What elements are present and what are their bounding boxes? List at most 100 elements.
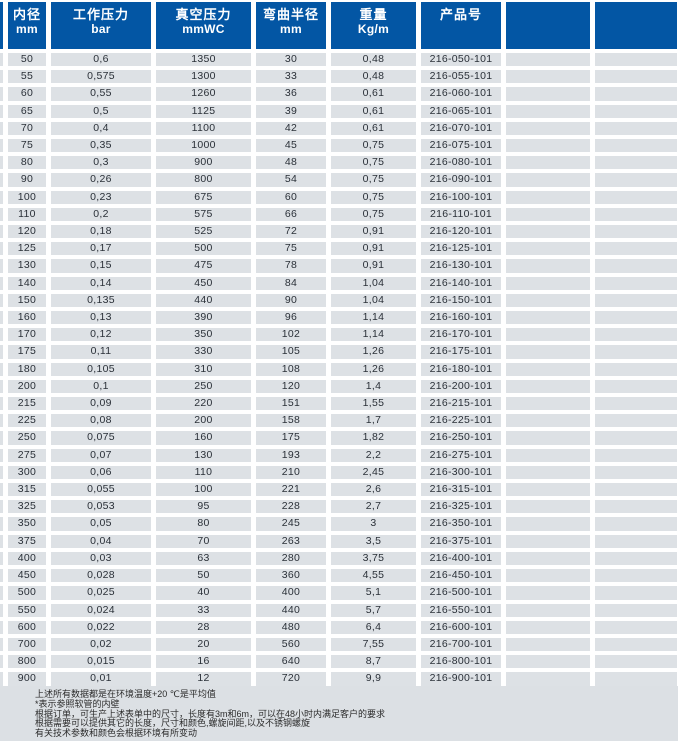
table-cell: 0,04 <box>51 534 151 548</box>
empty-cell <box>506 483 590 497</box>
table-cell: 228 <box>256 500 326 514</box>
col-header-inner-diameter: 内径 mm <box>8 2 46 49</box>
cut-left-cell <box>0 87 3 101</box>
table-cell: 125 <box>8 242 46 256</box>
table-cell: 80 <box>8 156 46 170</box>
empty-cell <box>595 448 677 462</box>
table-cell: 5,1 <box>331 586 416 600</box>
table-cell: 0,91 <box>331 225 416 239</box>
empty-cell <box>595 139 677 153</box>
empty-cell <box>595 620 677 634</box>
empty-cell <box>506 311 590 325</box>
table-cell: 216-250-101 <box>421 431 501 445</box>
empty-cell <box>595 121 677 136</box>
table-cell: 0,07 <box>51 448 151 462</box>
table-cell: 525 <box>156 225 251 239</box>
empty-cell <box>506 448 590 462</box>
table-cell: 0,075 <box>51 431 151 445</box>
empty-cell <box>506 139 590 153</box>
empty-cell <box>506 104 590 118</box>
table-cell: 0,105 <box>51 362 151 376</box>
empty-cell <box>506 431 590 445</box>
footnote-line: 上述所有数据都是在环境温度+20 ℃是平均值 <box>35 689 216 699</box>
table-cell: 0,17 <box>51 242 151 256</box>
table-cell: 0,024 <box>51 603 151 617</box>
col-title: 重量 <box>359 7 388 22</box>
table-cell: 220 <box>156 397 251 411</box>
table-cell: 225 <box>8 414 46 428</box>
empty-cell <box>595 225 677 239</box>
cut-left-cell <box>0 121 3 136</box>
empty-cell <box>595 551 677 566</box>
table-cell: 800 <box>156 173 251 187</box>
table-row: 600 0,022 28 480 6,4 216-600-101 <box>0 620 677 634</box>
table-cell: 350 <box>8 517 46 531</box>
cut-left-cell <box>0 156 3 170</box>
table-cell: 0,91 <box>331 259 416 273</box>
table-cell: 216-080-101 <box>421 156 501 170</box>
cut-left-cell <box>0 637 3 652</box>
table-cell: 12 <box>156 672 251 686</box>
table-cell: 216-075-101 <box>421 139 501 153</box>
table-cell: 700 <box>8 637 46 652</box>
cut-left-cell <box>0 242 3 256</box>
empty-cell <box>595 655 677 669</box>
empty-cell <box>595 276 677 290</box>
table-row: 130 0,15 475 78 0,91 216-130-101 <box>0 259 677 273</box>
empty-cell <box>506 293 590 308</box>
cut-left-cell <box>0 104 3 118</box>
table-cell: 0,2 <box>51 207 151 222</box>
table-cell: 0,75 <box>331 156 416 170</box>
table-cell: 1125 <box>156 104 251 118</box>
table-cell: 0,75 <box>331 139 416 153</box>
empty-cell <box>506 87 590 101</box>
empty-header-cell <box>506 2 590 49</box>
table-cell: 3 <box>331 517 416 531</box>
table-cell: 1,04 <box>331 293 416 308</box>
cut-left-cell <box>0 517 3 531</box>
table-cell: 216-130-101 <box>421 259 501 273</box>
table-cell: 8,7 <box>331 655 416 669</box>
table-cell: 263 <box>256 534 326 548</box>
col-header-product-number: 产品号 <box>421 2 501 49</box>
cut-left-cell <box>0 276 3 290</box>
table-cell: 0,055 <box>51 483 151 497</box>
table-cell: 0,75 <box>331 190 416 204</box>
table-cell: 50 <box>8 53 46 67</box>
table-cell: 390 <box>156 311 251 325</box>
table-cell: 0,022 <box>51 620 151 634</box>
table-cell: 216-055-101 <box>421 70 501 84</box>
table-cell: 215 <box>8 397 46 411</box>
table-cell: 375 <box>8 534 46 548</box>
col-title: 内径 <box>12 7 41 22</box>
table-cell: 75 <box>8 139 46 153</box>
table-cell: 55 <box>8 70 46 84</box>
table-cell: 315 <box>8 483 46 497</box>
table-row: 140 0,14 450 84 1,04 216-140-101 <box>0 276 677 290</box>
table-cell: 75 <box>256 242 326 256</box>
table-cell: 20 <box>156 637 251 652</box>
empty-cell <box>595 104 677 118</box>
table-cell: 310 <box>156 362 251 376</box>
table-cell: 30 <box>256 53 326 67</box>
empty-cell <box>595 70 677 84</box>
table-cell: 130 <box>156 448 251 462</box>
table-cell: 16 <box>156 655 251 669</box>
empty-cell <box>595 534 677 548</box>
table-cell: 170 <box>8 328 46 342</box>
table-cell: 0,35 <box>51 139 151 153</box>
table-cell: 250 <box>156 379 251 394</box>
table-row: 70 0,4 1100 42 0,61 216-070-101 <box>0 121 677 136</box>
table-cell: 900 <box>156 156 251 170</box>
table-cell: 1,26 <box>331 345 416 359</box>
table-cell: 110 <box>8 207 46 222</box>
empty-cell <box>506 259 590 273</box>
table-cell: 216-600-101 <box>421 620 501 634</box>
table-cell: 330 <box>156 345 251 359</box>
empty-cell <box>595 465 677 480</box>
table-cell: 180 <box>8 362 46 376</box>
empty-cell <box>506 156 590 170</box>
table-row: 100 0,23 675 60 0,75 216-100-101 <box>0 190 677 204</box>
table-cell: 193 <box>256 448 326 462</box>
